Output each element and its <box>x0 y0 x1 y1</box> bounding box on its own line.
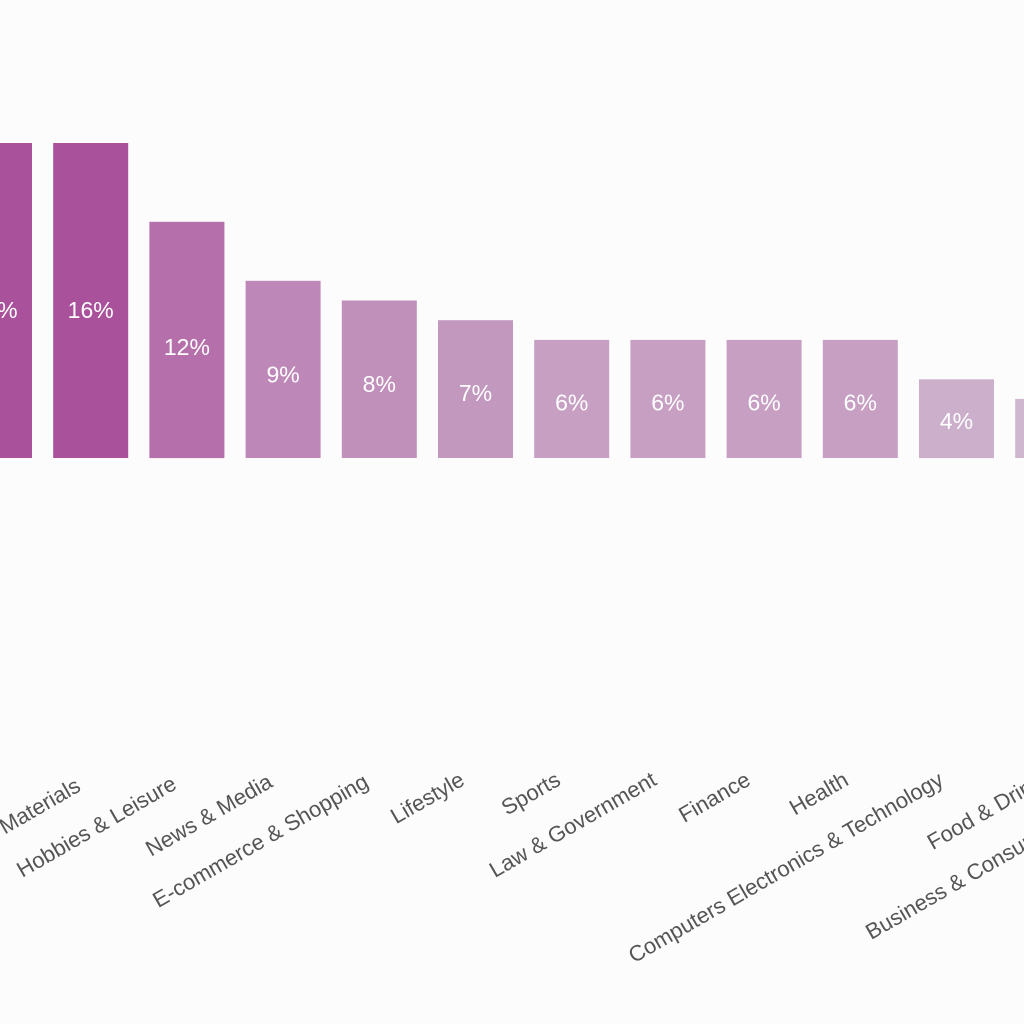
bar <box>0 143 32 458</box>
bar <box>245 280 321 458</box>
bar <box>438 320 513 458</box>
bar <box>630 339 706 458</box>
category-label: Sports <box>497 767 565 820</box>
category-label: Health <box>785 767 853 820</box>
bar <box>149 221 225 459</box>
bar <box>341 300 417 458</box>
data-label: 9% <box>266 362 299 388</box>
data-label: 4% <box>940 408 973 434</box>
bar <box>1015 398 1024 458</box>
data-label: 16% <box>0 297 18 323</box>
bar <box>919 379 994 459</box>
category-label: Computers Electronics & Technology <box>624 767 947 968</box>
bar <box>53 143 129 458</box>
category-label: Hobbies & Leisure <box>12 771 180 883</box>
data-label: 6% <box>651 390 684 416</box>
data-label: 6% <box>747 390 780 416</box>
bar <box>726 339 802 458</box>
category-label: Finance <box>674 767 754 828</box>
data-label: 12% <box>164 334 210 360</box>
data-label: 6% <box>555 390 588 416</box>
category-label: Law & Government <box>485 767 661 883</box>
data-label: 16% <box>68 297 114 323</box>
bar <box>822 339 898 458</box>
data-label: 6% <box>844 390 877 416</box>
data-label: 8% <box>363 371 396 397</box>
bar <box>534 339 610 458</box>
data-label: 7% <box>459 380 492 406</box>
category-label: Lifestyle <box>386 767 468 829</box>
